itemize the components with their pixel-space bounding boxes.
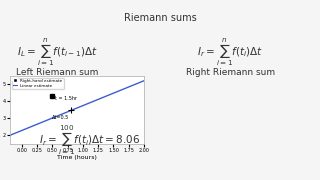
Text: $I_L = \sum_{i=1}^{n} f(t_{i-1})\Delta t$: $I_L = \sum_{i=1}^{n} f(t_{i-1})\Delta t… (17, 36, 98, 68)
Text: $I_r = \sum_{i=1}^{100} f(t_i)\Delta t = 8.06$: $I_r = \sum_{i=1}^{100} f(t_i)\Delta t =… (39, 123, 140, 157)
Text: Δt=0.5: Δt=0.5 (52, 115, 70, 120)
X-axis label: Time (hours): Time (hours) (57, 155, 97, 159)
Text: $I_r = \sum_{i=1}^{n} f(t_i)\Delta t$: $I_r = \sum_{i=1}^{n} f(t_i)\Delta t$ (197, 36, 264, 68)
Text: Left Riemann sum: Left Riemann sum (16, 68, 99, 77)
Text: Riemann sums: Riemann sums (124, 13, 196, 23)
Y-axis label: Rate (L/hr): Rate (L/hr) (0, 93, 1, 127)
Text: Right Riemann sum: Right Riemann sum (186, 68, 275, 77)
Text: t = 1.5hr: t = 1.5hr (55, 96, 77, 101)
Legend: Right-hand estimate, Linear estimate: Right-hand estimate, Linear estimate (12, 78, 64, 89)
